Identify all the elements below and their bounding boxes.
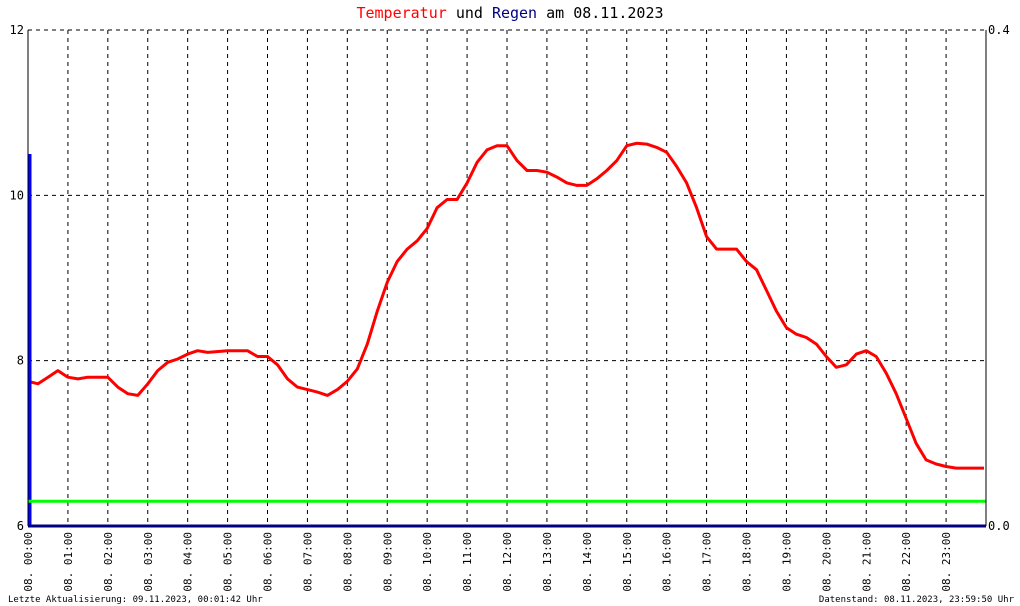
x-tick-label: 08. 23:00: [940, 532, 953, 592]
y-tick-label-left: 12: [10, 23, 24, 37]
grid: [28, 29, 986, 526]
data-status-text: Datenstand: 08.11.2023, 23:59:50 Uhr: [819, 595, 1015, 605]
y-tick-label-left: 10: [10, 188, 24, 202]
x-tick-label: 08. 15:00: [621, 532, 634, 592]
x-tick-label: 08. 14:00: [581, 532, 594, 592]
x-tick-label: 08. 20:00: [820, 532, 833, 592]
x-tick-labels: 08. 00:00 08. 01:00 08. 02:00 08. 03:00 08. …: [22, 532, 953, 592]
x-tick-label: 08. 08:00: [341, 532, 354, 592]
x-tick-label: 08. 19:00: [780, 532, 793, 592]
x-tick-label: 08. 00:00: [22, 532, 35, 592]
y-tick-label-right: 0.4: [988, 23, 1010, 37]
x-tick-label: 08. 02:00: [102, 532, 115, 592]
x-tick-label: 08. 13:00: [541, 532, 554, 592]
title-temperature: Temperatur: [356, 4, 446, 22]
x-tick-label: 08. 10:00: [421, 532, 434, 592]
chart-title: Temperatur und Regen am 08.11.2023: [356, 4, 663, 22]
x-tick-label: 08. 11:00: [461, 532, 474, 592]
x-tick-label: 08. 21:00: [860, 532, 873, 592]
series-layer: [27, 141, 986, 526]
x-tick-label: 08. 04:00: [182, 532, 195, 592]
title-und: und: [456, 4, 483, 22]
x-tick-label: 08. 03:00: [142, 532, 155, 592]
x-tick-label: 08. 06:00: [262, 532, 275, 592]
x-tick-label: 08. 05:00: [222, 532, 235, 592]
axes: [27, 30, 987, 528]
last-update-text: Letzte Aktualisierung: 09.11.2023, 00:01…: [8, 595, 263, 605]
x-tick-label: 08. 12:00: [501, 532, 514, 592]
y-tick-label-left: 6: [17, 519, 24, 533]
x-tick-label: 08. 17:00: [701, 532, 714, 592]
x-tick-label: 08. 22:00: [900, 532, 913, 592]
x-tick-label: 08. 07:00: [301, 532, 314, 592]
series-line-temperatur: [27, 141, 984, 470]
y-tick-label-right: 0.0: [988, 519, 1010, 533]
title-rain: Regen: [492, 4, 537, 22]
title-date: am 08.11.2023: [546, 4, 663, 22]
y-tick-labels: 12 10 8 6 0.4 0.0: [10, 23, 1010, 533]
x-tick-label: 08. 16:00: [661, 532, 674, 592]
x-tick-label: 08. 18:00: [741, 532, 754, 592]
x-tick-label: 08. 01:00: [62, 532, 75, 592]
x-tick-label: 08. 09:00: [381, 532, 394, 592]
y-tick-label-left: 8: [17, 354, 24, 368]
